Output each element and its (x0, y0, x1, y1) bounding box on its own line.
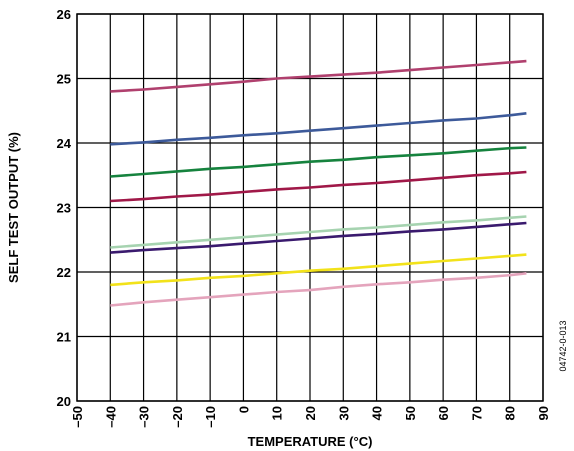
series-lines (110, 59, 527, 307)
series-line-5 (110, 215, 527, 249)
series-line-7 (110, 253, 527, 287)
x-tick-label: –50 (70, 406, 85, 428)
x-tick-label: 60 (436, 406, 451, 420)
plot-frame (76, 13, 544, 402)
y-axis-label: SELF TEST OUTPUT (%) (6, 132, 21, 283)
x-axis-label: TEMPERATURE (°C) (248, 434, 373, 449)
x-tick-label: –10 (203, 406, 218, 428)
x-tick-label: –20 (170, 406, 185, 428)
x-tick-label: 90 (536, 406, 551, 420)
x-tick-label: 70 (469, 406, 484, 420)
x-tick-label: 80 (503, 406, 518, 420)
x-tick-label: 0 (236, 406, 251, 413)
series-line-6 (110, 221, 527, 254)
x-tick-label: 10 (270, 406, 285, 420)
grid (76, 13, 544, 402)
x-tick-label: 50 (403, 406, 418, 420)
x-tick-label: 40 (370, 406, 385, 420)
y-tick-label: 21 (57, 330, 71, 345)
series-line-2 (110, 112, 527, 146)
y-tick-labels: 20 21 22 23 24 25 26 (57, 7, 72, 409)
series-line-4 (110, 170, 527, 203)
y-tick-label: 24 (57, 136, 72, 151)
series-line-3 (110, 146, 527, 178)
y-tick-label: 23 (57, 201, 71, 216)
y-tick-label: 20 (57, 394, 71, 409)
figure-code: 04742-0-013 (558, 320, 568, 371)
x-tick-label: 30 (336, 406, 351, 420)
y-tick-label: 22 (57, 265, 71, 280)
series-line-8 (110, 272, 527, 307)
series-line-1 (110, 59, 527, 93)
x-tick-label: 20 (303, 406, 318, 420)
x-tick-label: –30 (137, 406, 152, 428)
x-tick-label: –40 (103, 406, 118, 428)
y-tick-label: 25 (57, 72, 71, 87)
y-tick-label: 26 (57, 7, 71, 22)
x-tick-labels: –50 –40 –30 –20 –10 0 10 20 30 40 50 60 70 80 90 (70, 406, 551, 428)
